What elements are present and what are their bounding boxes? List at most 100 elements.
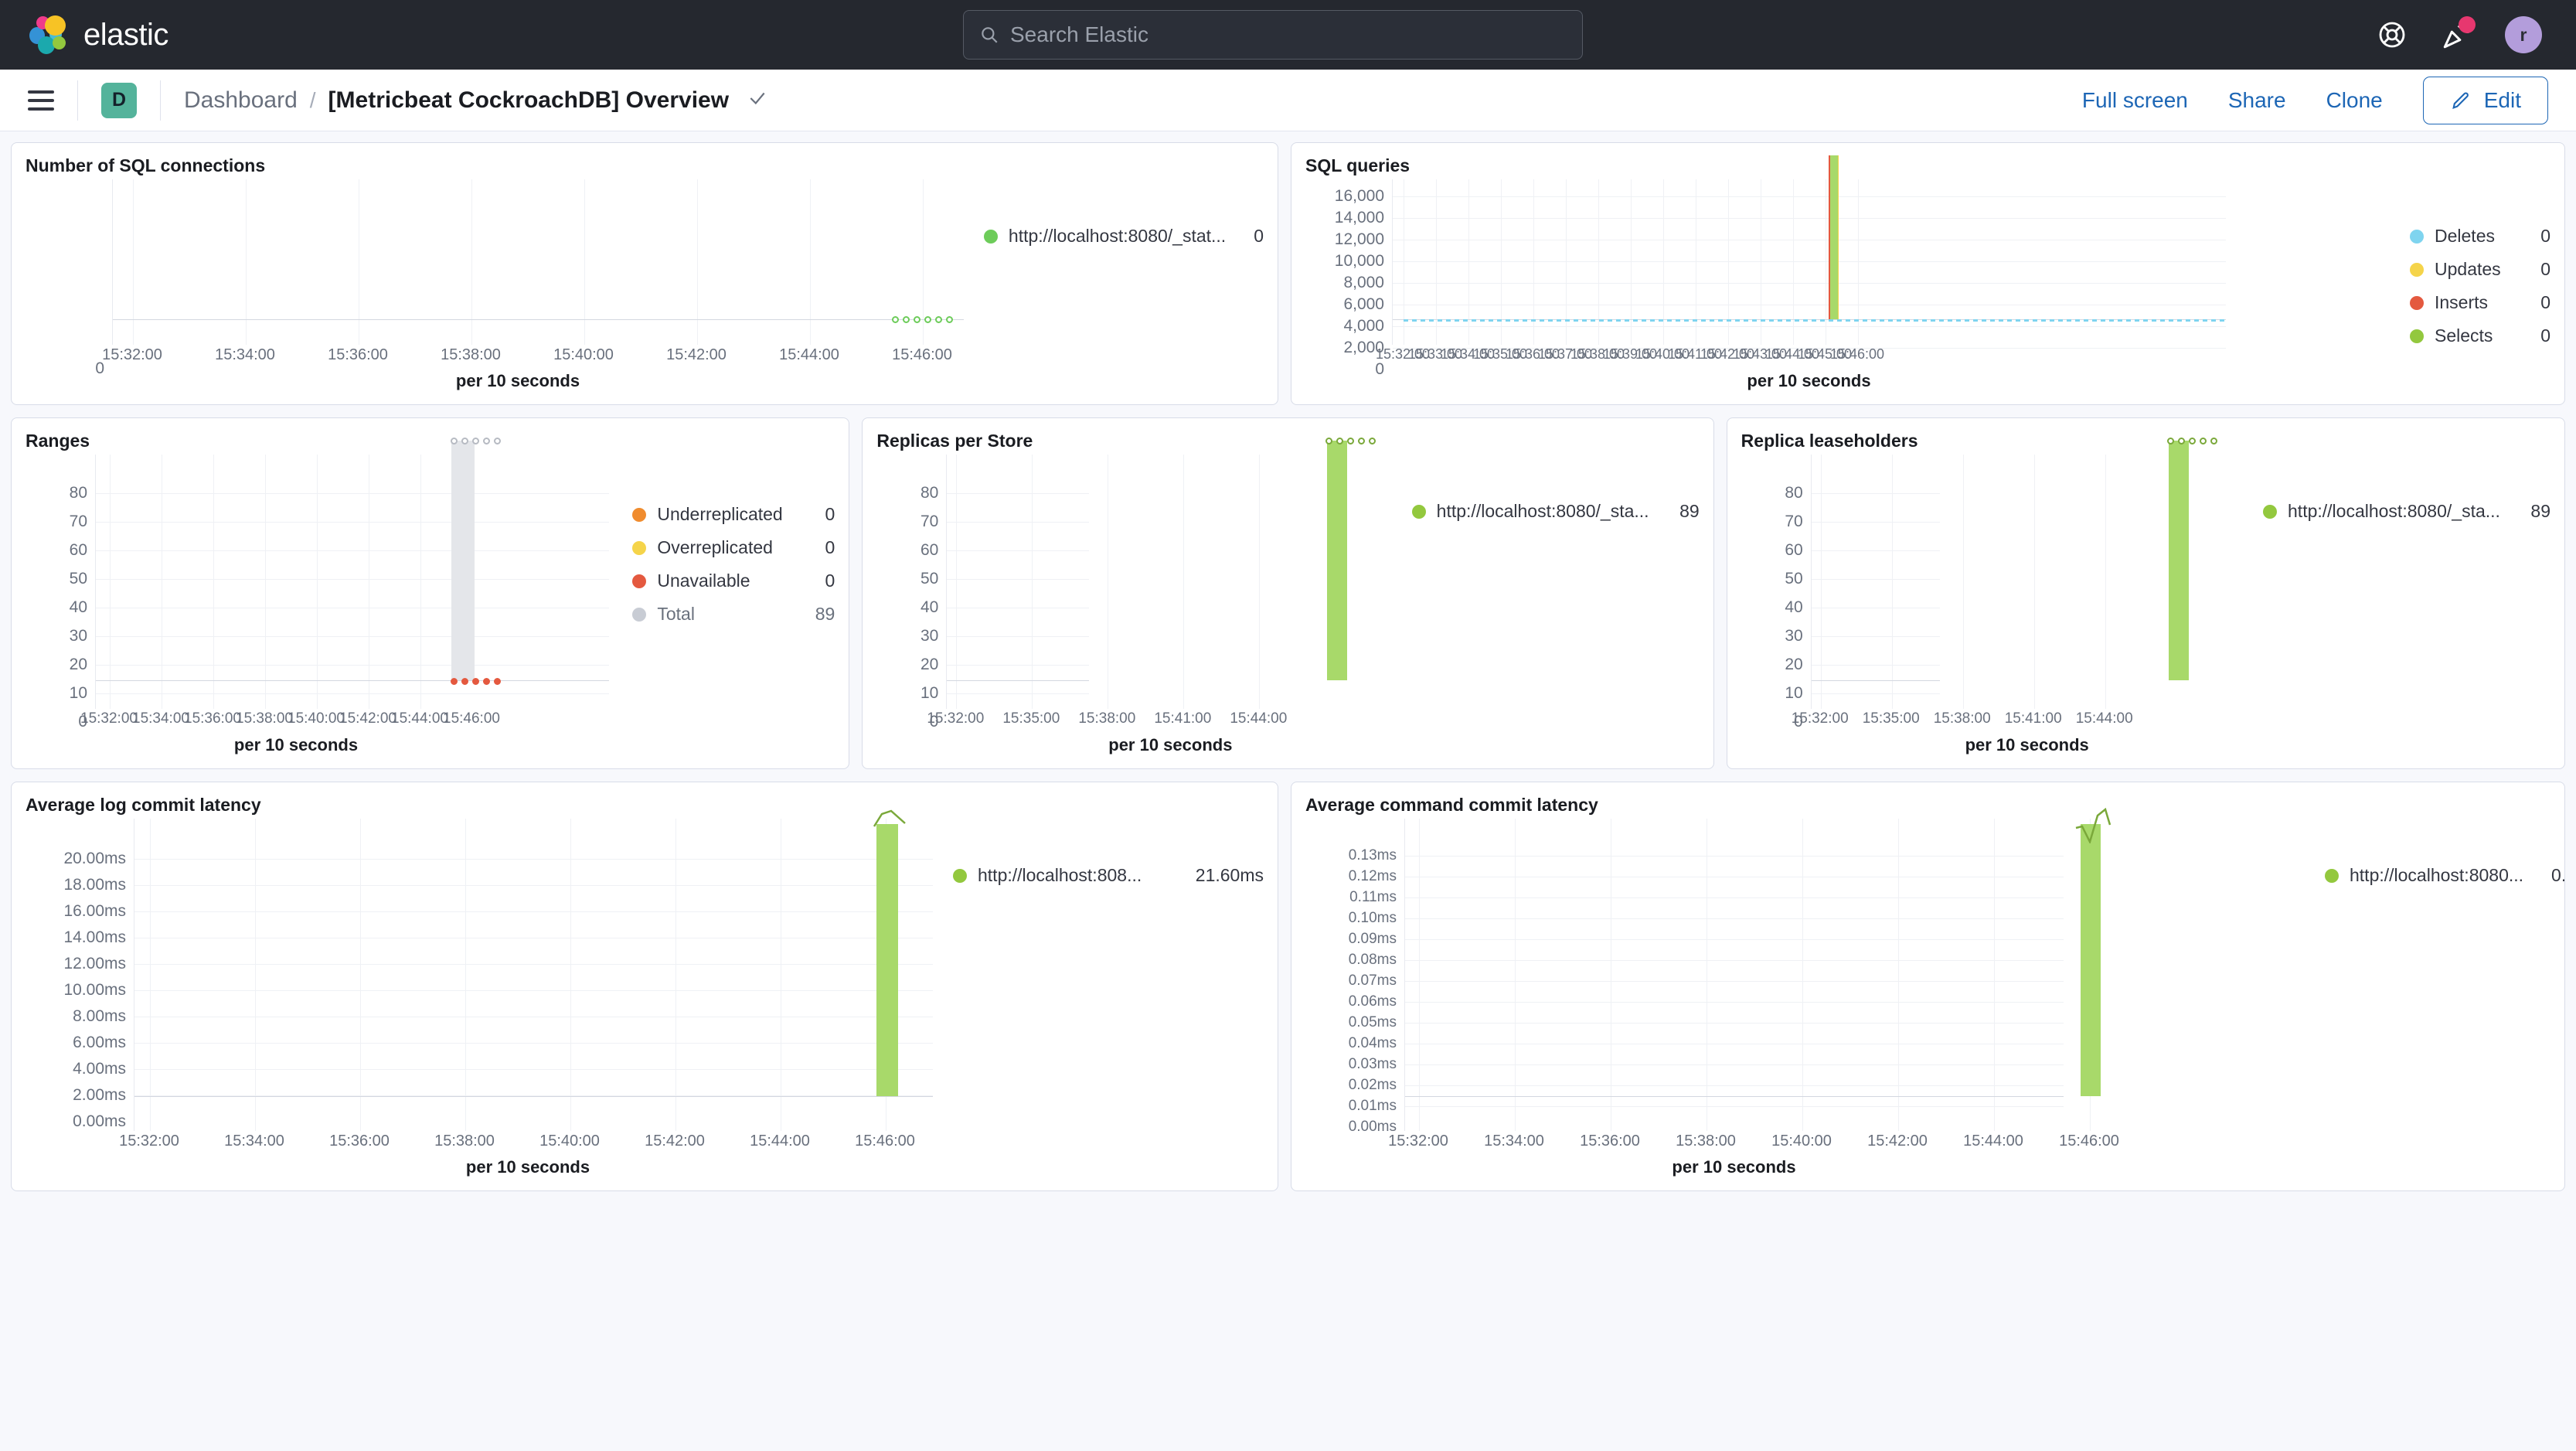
legend-swatch — [1411, 504, 1426, 519]
legend-item[interactable]: http://localhost:8080/_stat... 0 — [983, 220, 1264, 253]
x-axis-label: per 10 seconds — [1108, 735, 1233, 754]
x-axis-label: per 10 seconds — [233, 735, 359, 754]
panel-replica-leaseholders[interactable]: Replica leaseholders 80 70 60 50 40 30 2… — [1726, 417, 2566, 769]
page-title: [Metricbeat CockroachDB] Overview — [328, 87, 730, 113]
legend-item[interactable]: Overreplicated 0 — [632, 531, 835, 564]
breadcrumb: Dashboard / [Metricbeat CockroachDB] Ove… — [184, 87, 767, 114]
series-markers — [892, 316, 957, 323]
clone-button[interactable]: Clone — [2326, 87, 2383, 112]
legend-item[interactable]: Deletes 0 — [2410, 220, 2550, 253]
legend-item[interactable]: Updates 0 — [2410, 253, 2550, 286]
legend-label: http://localhost:8080/_stat... — [1008, 226, 1227, 246]
legend-value: 0 — [1254, 226, 1264, 246]
series-line — [873, 809, 906, 827]
plot-area — [1810, 438, 2217, 709]
legend-item[interactable]: Inserts 0 — [2410, 286, 2550, 319]
chart-legend: http://localhost:8080/_sta... 89 — [2249, 455, 2550, 757]
chart-replicas-per-store[interactable]: 80 70 60 50 40 30 20 10 0 — [876, 438, 1397, 757]
legend-label: Overreplicated — [657, 537, 773, 557]
series-markers — [2166, 438, 2221, 444]
search-input[interactable]: Search Elastic — [1010, 22, 1148, 46]
x-axis: 15:32:00 15:34:00 15:36:00 15:38:00 15:4… — [119, 1133, 915, 1150]
chart-sql-queries[interactable]: 16,000 14,000 12,000 10,000 8,000 6,000 … — [1305, 155, 2396, 393]
x-axis-label: per 10 seconds — [455, 371, 580, 390]
legend-swatch — [2410, 295, 2424, 310]
space-avatar[interactable]: D — [101, 82, 137, 118]
legend-item[interactable]: http://localhost:8080... 0.14ms — [2325, 859, 2564, 892]
chart-sql-connections[interactable]: 0 — [26, 179, 970, 393]
x-axis: 15:32:00 15:35:00 15:38:00 15:41:00 15:4… — [1791, 710, 2133, 727]
legend-value: 0 — [2540, 292, 2550, 312]
legend-item[interactable]: Total 89 — [632, 598, 835, 631]
legend-item[interactable]: Underreplicated 0 — [632, 498, 835, 531]
legend-label: http://localhost:8080... — [2350, 865, 2524, 885]
breadcrumb-dashboard[interactable]: Dashboard — [184, 87, 298, 113]
legend-item[interactable]: Unavailable 0 — [632, 564, 835, 598]
plot-area — [1404, 808, 2112, 1131]
chart-ranges[interactable]: 80 70 60 50 40 30 20 10 0 — [26, 438, 618, 757]
chart-avg-command-commit-latency[interactable]: 0.13ms 0.12ms 0.11ms 0.10ms 0.09ms 0.08m… — [1305, 808, 2311, 1179]
chart-legend: Deletes 0 Updates 0 Inserts 0 — [2396, 179, 2550, 393]
menu-icon[interactable] — [28, 90, 54, 111]
breadcrumb-separator: / — [309, 87, 316, 112]
panel-avg-command-commit-latency[interactable]: Average command commit latency 0.13ms 0.… — [1291, 782, 2565, 1191]
series-area — [1327, 441, 1348, 680]
series-markers — [1325, 438, 1380, 444]
check-icon[interactable] — [747, 88, 767, 112]
search-icon — [982, 27, 998, 43]
x-axis-label: per 10 seconds — [465, 1157, 590, 1177]
legend-value: 0 — [2540, 325, 2550, 346]
legend-item[interactable]: http://localhost:8080/_sta... 89 — [1411, 495, 1700, 528]
legend-swatch — [632, 507, 647, 522]
elastic-logo-icon — [28, 15, 68, 55]
series-deletes — [1404, 319, 2226, 322]
plot-area — [112, 179, 964, 345]
divider — [160, 80, 161, 121]
panel-sql-queries[interactable]: SQL queries 16,000 14,000 12,000 10,000 … — [1291, 142, 2565, 405]
notification-badge — [2459, 16, 2476, 33]
y-axis: 80 70 60 50 40 30 20 10 0 — [1785, 484, 1803, 731]
panel-title: SQL queries — [1305, 155, 1411, 175]
y-axis: 0.13ms 0.12ms 0.11ms 0.10ms 0.09ms 0.08m… — [1348, 847, 1397, 1135]
panel-sql-connections[interactable]: Number of SQL connections 0 — [11, 142, 1278, 405]
y-axis: 16,000 14,000 12,000 10,000 8,000 6,000 … — [1334, 187, 1384, 378]
panel-avg-log-commit-latency[interactable]: Average log commit latency 20.00ms 18.00… — [11, 782, 1278, 1191]
panel-ranges[interactable]: Ranges 80 70 60 50 40 30 20 10 0 — [11, 417, 850, 769]
edit-button[interactable]: Edit — [2422, 76, 2548, 124]
x-axis-label: per 10 seconds — [1747, 371, 1871, 390]
panel-title: Ranges — [26, 431, 90, 451]
lifebuoy-icon[interactable] — [2375, 18, 2409, 52]
legend-item[interactable]: http://localhost:8080/_sta... 89 — [2263, 495, 2550, 528]
avatar[interactable]: r — [2505, 16, 2542, 53]
elastic-brand[interactable]: elastic — [28, 15, 168, 55]
panel-replicas-per-store[interactable]: Replicas per Store 80 70 60 50 40 30 20 … — [862, 417, 1714, 769]
legend-label: http://localhost:8080/_sta... — [1436, 501, 1649, 521]
legend-label: Inserts — [2435, 292, 2489, 312]
brand-name: elastic — [83, 17, 168, 52]
x-axis: 15:32:00 15:35:00 15:38:00 15:41:00 15:4… — [927, 710, 1288, 727]
chart-avg-log-commit-latency[interactable]: 20.00ms 18.00ms 16.00ms 14.00ms 12.00ms … — [26, 809, 939, 1179]
legend-item[interactable]: Selects 0 — [2410, 319, 2550, 353]
legend-item[interactable]: http://localhost:808... 21.60ms — [953, 859, 1264, 892]
global-search[interactable]: Search Elastic — [963, 10, 1583, 60]
global-header: elastic Search Elastic — [0, 0, 2576, 70]
legend-label: Updates — [2435, 259, 2501, 279]
share-button[interactable]: Share — [2227, 87, 2286, 112]
legend-label: Underreplicated — [657, 504, 783, 524]
celebration-icon[interactable] — [2440, 16, 2476, 52]
legend-swatch — [632, 574, 647, 588]
legend-swatch — [2263, 504, 2278, 519]
chart-replica-leaseholders[interactable]: 80 70 60 50 40 30 20 10 0 — [1741, 438, 2249, 757]
x-axis: 15:32:00 15:34:00 15:36:00 15:38:00 15:4… — [80, 710, 500, 727]
legend-swatch — [953, 868, 967, 883]
legend-swatch — [2325, 868, 2339, 883]
y-axis: 80 70 60 50 40 30 20 10 0 — [69, 484, 87, 731]
legend-swatch — [632, 540, 647, 555]
chart-legend: http://localhost:8080/_stat... 0 — [970, 179, 1264, 393]
full-screen-button[interactable]: Full screen — [2081, 87, 2188, 112]
legend-label: http://localhost:808... — [978, 865, 1142, 885]
series-line — [2075, 808, 2112, 843]
legend-swatch — [2410, 229, 2424, 244]
divider — [77, 80, 78, 121]
y-axis: 80 70 60 50 40 30 20 10 0 — [920, 484, 939, 731]
